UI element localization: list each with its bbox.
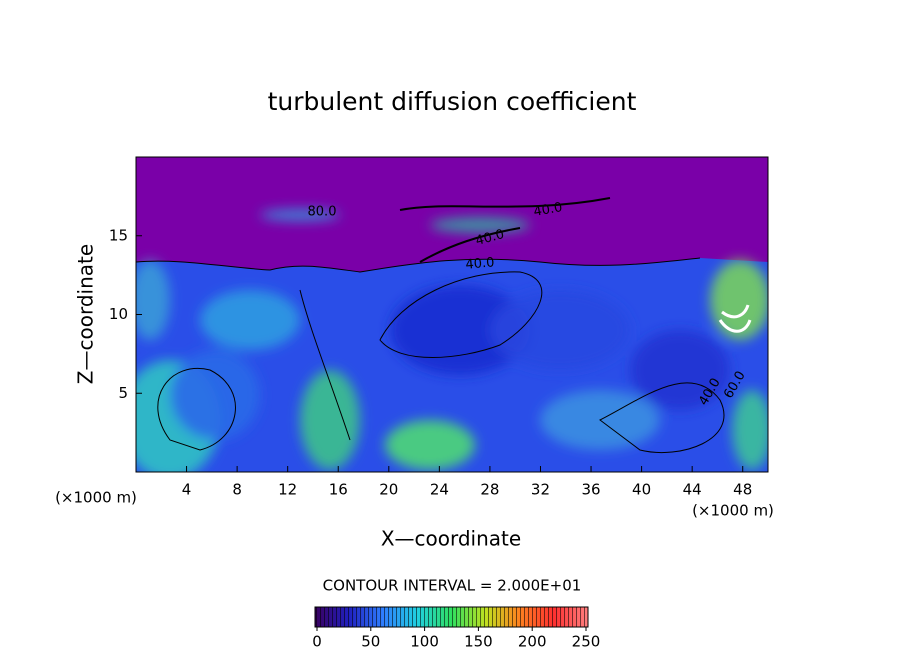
colorbar-tick-label: 50	[361, 633, 380, 651]
contour-label: 40.0	[532, 200, 563, 220]
contour-lines-high	[718, 304, 752, 333]
contour-label: 40.0	[465, 255, 495, 272]
x-tick-label: 8	[232, 481, 242, 499]
colorbar-frame	[314, 606, 589, 628]
y-tick-label: 15	[109, 226, 128, 244]
colorbar-contours	[315, 607, 588, 627]
contour-label: 40.0	[474, 227, 506, 249]
field	[136, 157, 768, 472]
x-tick-label: 32	[531, 481, 550, 499]
x-unit-label: (×1000 m)	[692, 502, 774, 520]
y-tick-label: 10	[109, 305, 128, 323]
colorbar-tick-label: 200	[518, 633, 547, 651]
x-tick-label: 12	[278, 481, 297, 499]
x-tick-label: 24	[430, 481, 449, 499]
x-tick-label: 20	[379, 481, 398, 499]
x-tick-label: 44	[683, 481, 702, 499]
colorbar-tick-label: 100	[410, 633, 439, 651]
colorbar-tick-label: 150	[464, 633, 493, 651]
contour-label: 80.0	[308, 205, 337, 220]
contour-interval: CONTOUR INTERVAL = 2.000E+01	[323, 577, 582, 595]
x-tick-label: 28	[480, 481, 499, 499]
contour-lines	[136, 197, 725, 454]
x-axis-label: X—coordinate	[381, 527, 521, 551]
colorbar-tick-label: 0	[312, 633, 322, 651]
field-shading	[136, 209, 768, 472]
x-tick-label: 16	[329, 481, 348, 499]
x-tick-label: 40	[632, 481, 651, 499]
y-axis-label: Z—coordinate	[74, 244, 98, 384]
y-tick-label: 5	[118, 384, 128, 402]
x-tick-label: 48	[733, 481, 752, 499]
chart-title: turbulent diffusion coefficient	[268, 87, 637, 116]
x-tick-label: 36	[581, 481, 600, 499]
x-tick-label: 4	[182, 481, 192, 499]
colorbar-tick-label: 250	[572, 633, 601, 651]
y-unit-label: (×1000 m)	[55, 489, 137, 507]
